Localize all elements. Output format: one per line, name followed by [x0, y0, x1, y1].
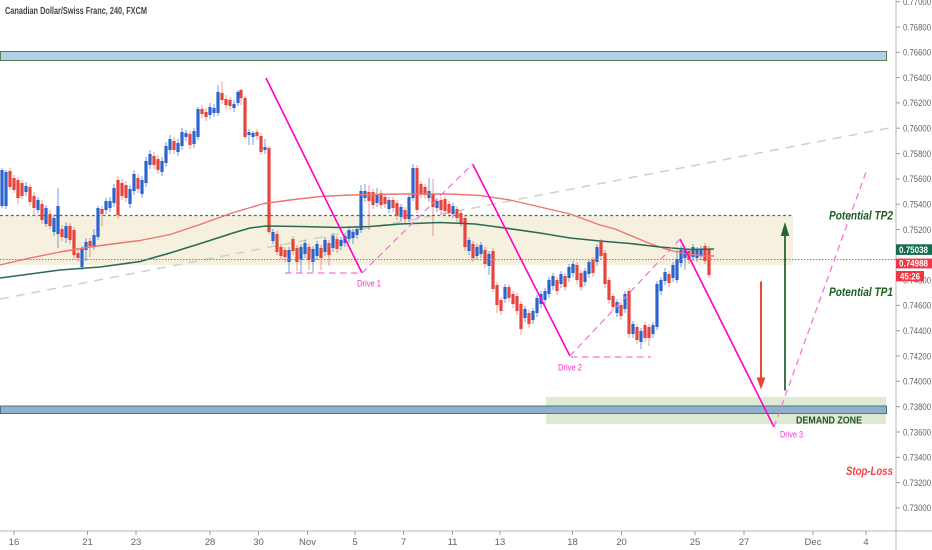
- svg-text:0.74000: 0.74000: [903, 377, 931, 388]
- svg-text:0.75038: 0.75038: [899, 245, 928, 255]
- svg-text:Drive 1: Drive 1: [357, 279, 381, 289]
- svg-text:Potential TP1: Potential TP1: [829, 285, 893, 299]
- svg-text:7: 7: [401, 537, 406, 548]
- svg-text:4: 4: [863, 537, 868, 548]
- svg-text:0.74600: 0.74600: [903, 301, 931, 312]
- svg-text:0.73200: 0.73200: [903, 478, 931, 489]
- svg-text:Dec: Dec: [805, 537, 822, 548]
- svg-text:16: 16: [9, 537, 20, 548]
- svg-text:0.76600: 0.76600: [903, 48, 931, 59]
- svg-text:0.73400: 0.73400: [903, 453, 931, 464]
- svg-text:45:26: 45:26: [900, 271, 920, 281]
- svg-text:Canadian Dollar/Swiss Franc, 2: Canadian Dollar/Swiss Franc, 240, FXCM: [5, 6, 147, 17]
- svg-text:28: 28: [205, 537, 216, 548]
- svg-text:0.76800: 0.76800: [903, 22, 931, 33]
- svg-text:18: 18: [567, 537, 578, 548]
- svg-text:0.76400: 0.76400: [903, 73, 931, 84]
- svg-text:0.76200: 0.76200: [903, 98, 931, 109]
- svg-text:0.75200: 0.75200: [903, 225, 931, 236]
- svg-text:20: 20: [616, 537, 627, 548]
- svg-text:0.77000: 0.77000: [903, 0, 931, 8]
- svg-text:25: 25: [690, 537, 701, 548]
- svg-text:27: 27: [739, 537, 750, 548]
- svg-text:30: 30: [253, 537, 264, 548]
- svg-text:Potential TP2: Potential TP2: [829, 209, 893, 223]
- svg-text:Drive 3: Drive 3: [780, 430, 803, 440]
- svg-text:0.75600: 0.75600: [903, 174, 931, 185]
- svg-text:Drive 2: Drive 2: [558, 363, 582, 373]
- svg-text:23: 23: [131, 537, 142, 548]
- svg-text:5: 5: [352, 537, 357, 548]
- svg-text:Nov: Nov: [299, 537, 316, 548]
- svg-text:0.75800: 0.75800: [903, 149, 931, 160]
- svg-text:DEMAND ZONE: DEMAND ZONE: [796, 415, 862, 427]
- svg-text:0.73800: 0.73800: [903, 402, 931, 413]
- svg-text:0.76000: 0.76000: [903, 124, 931, 135]
- svg-text:0.73600: 0.73600: [903, 427, 931, 438]
- svg-text:11: 11: [448, 537, 458, 548]
- svg-text:0.74988: 0.74988: [899, 259, 928, 269]
- svg-text:0.75400: 0.75400: [903, 200, 931, 211]
- svg-text:0.73000: 0.73000: [903, 503, 931, 514]
- svg-text:13: 13: [495, 537, 506, 548]
- svg-text:Stop-Loss: Stop-Loss: [846, 464, 893, 478]
- svg-text:0.74400: 0.74400: [903, 326, 931, 337]
- svg-text:0.74200: 0.74200: [903, 351, 931, 362]
- svg-text:21: 21: [82, 537, 93, 548]
